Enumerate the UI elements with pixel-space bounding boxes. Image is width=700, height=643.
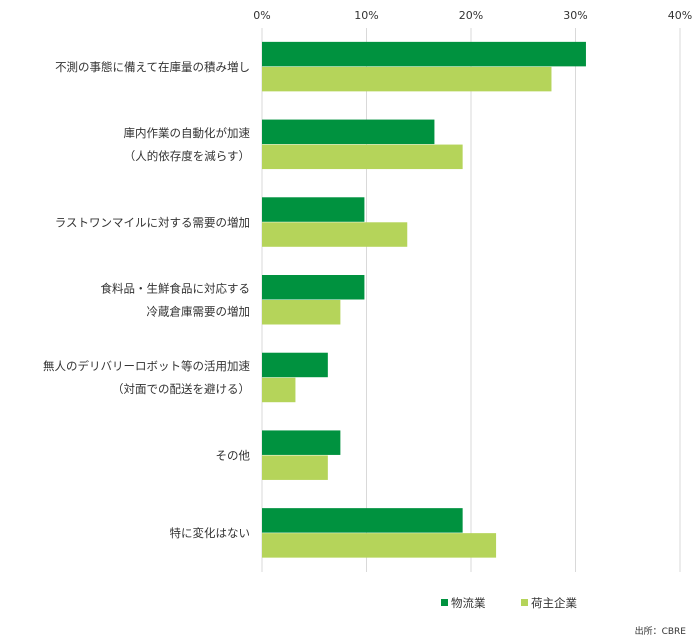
category-label: 無人のデリバリーロボット等の活用加速: [43, 359, 250, 373]
legend-swatch: [521, 599, 528, 606]
bar: [262, 533, 497, 558]
x-tick-label: 40%: [668, 9, 692, 22]
bar: [262, 275, 365, 300]
bar: [262, 377, 296, 403]
bar: [262, 119, 435, 145]
bar: [262, 197, 365, 222]
legend-label: 荷主企業: [531, 596, 577, 610]
bar: [262, 66, 552, 92]
bar: [262, 222, 408, 247]
gridlines: [261, 28, 681, 572]
legend: 物流業 荷主企業: [441, 596, 577, 610]
x-axis-ticks: 0% 10% 20% 30% 40%: [253, 9, 692, 22]
category-label: 庫内作業の自動化が加速: [124, 126, 251, 140]
category-label: 冷蔵倉庫需要の増加: [147, 305, 251, 319]
x-tick-label: 30%: [563, 9, 587, 22]
bar: [262, 508, 463, 533]
source-note: 出所：CBRE: [634, 627, 686, 637]
x-tick-label: 10%: [354, 9, 378, 22]
legend-label: 物流業: [451, 596, 486, 610]
bars: [262, 41, 586, 558]
category-label: 特に変化はない: [170, 526, 251, 540]
bar: [262, 455, 328, 480]
bar: [262, 41, 586, 67]
bar: [262, 430, 341, 455]
category-label: 不測の事態に備えて在庫量の積み増し: [55, 60, 250, 74]
bar: [262, 352, 328, 378]
legend-swatch: [441, 599, 448, 606]
bar: [262, 300, 341, 325]
x-tick-label: 20%: [459, 9, 483, 22]
category-label: （対面での配送を避ける）: [112, 382, 250, 396]
category-label: ラストワンマイルに対する需要の増加: [55, 215, 250, 229]
x-tick-label: 0%: [253, 9, 270, 22]
category-label: その他: [216, 448, 251, 462]
bar: [262, 144, 463, 170]
category-label: （人的依存度を減らす）: [124, 149, 250, 163]
category-label: 食料品・生鮮食品に対応する: [101, 282, 251, 296]
